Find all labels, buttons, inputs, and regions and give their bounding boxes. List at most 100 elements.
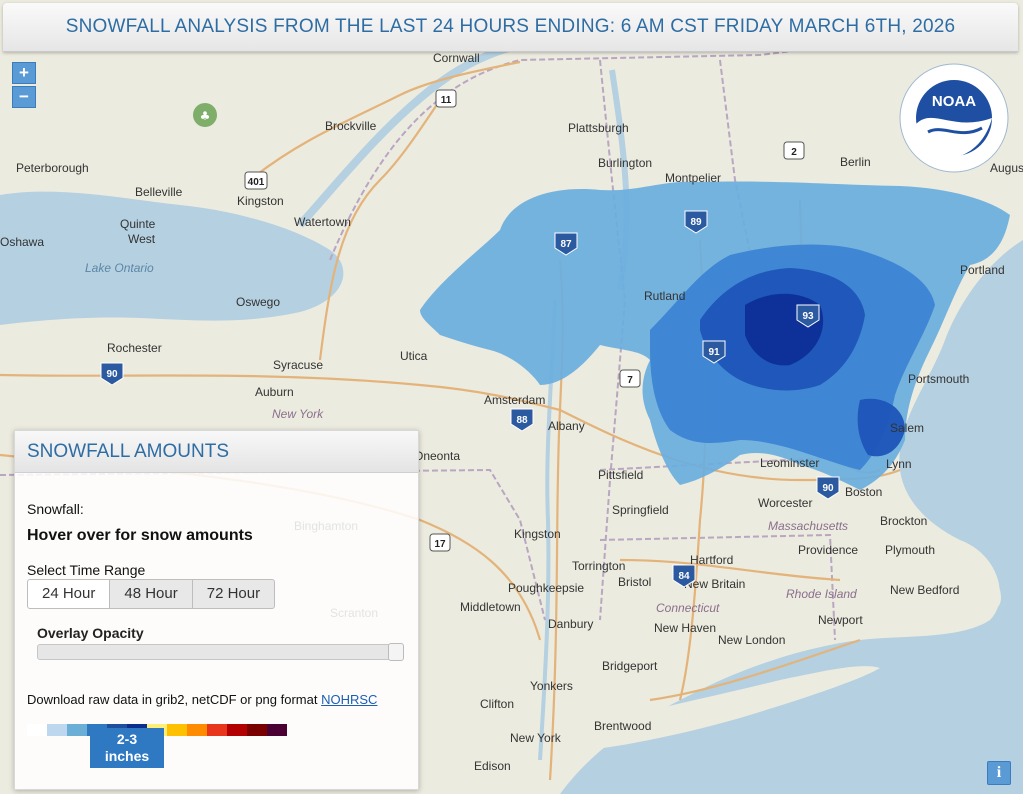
svg-text:93: 93	[802, 311, 814, 322]
time-range-label: Select Time Range	[27, 562, 146, 578]
svg-text:West: West	[128, 232, 156, 246]
svg-text:90: 90	[822, 483, 834, 494]
svg-text:Augusta: Augusta	[990, 161, 1023, 175]
svg-text:Rhode Island: Rhode Island	[786, 587, 857, 601]
long-island	[560, 666, 880, 752]
highway-shields: 11 401 87 89 93 91 7 88 90 84 17 2 90	[100, 89, 840, 588]
state-border-ma	[599, 454, 881, 471]
legend-swatch[interactable]	[47, 724, 67, 736]
svg-text:Brentwood: Brentwood	[594, 719, 651, 733]
svg-text:88: 88	[516, 415, 528, 426]
legend-tooltip-unit: inches	[104, 748, 150, 764]
svg-text:89: 89	[690, 217, 702, 228]
svg-text:Lake Ontario: Lake Ontario	[85, 261, 154, 275]
svg-text:Brockville: Brockville	[325, 119, 377, 133]
svg-text:Lynn: Lynn	[886, 457, 912, 471]
international-border	[329, 39, 881, 261]
zoom-out-button[interactable]: −	[12, 86, 36, 108]
svg-text:Peterborough: Peterborough	[16, 161, 89, 175]
svg-text:Yonkers: Yonkers	[530, 679, 573, 693]
svg-text:91: 91	[708, 347, 720, 358]
svg-text:Brockton: Brockton	[880, 514, 927, 528]
legend-swatch[interactable]	[247, 724, 267, 736]
legend-swatch[interactable]	[187, 724, 207, 736]
svg-text:Amsterdam: Amsterdam	[484, 393, 545, 407]
svg-text:Oshawa: Oshawa	[0, 235, 44, 249]
svg-text:Portsmouth: Portsmouth	[908, 372, 969, 386]
svg-text:Providence: Providence	[798, 543, 858, 557]
time-range-48-button[interactable]: 48 Hour	[109, 579, 193, 609]
svg-text:Danbury: Danbury	[548, 617, 593, 631]
snowfall-label: Snowfall:	[27, 501, 84, 517]
time-range-selector: 24 Hour 48 Hour 72 Hour	[27, 579, 276, 609]
legend-tooltip-range: 2-3	[116, 731, 138, 747]
svg-text:New Britain: New Britain	[684, 577, 745, 591]
time-range-24-button[interactable]: 24 Hour	[27, 579, 111, 609]
panel-title: SNOWFALL AMOUNTS	[15, 431, 418, 473]
noaa-logo-text: NOAA	[932, 93, 976, 110]
svg-text:Boston: Boston	[845, 485, 882, 499]
svg-text:♣: ♣	[200, 109, 211, 123]
svg-text:Montpelier: Montpelier	[665, 171, 721, 185]
noaa-logo: NOAA	[899, 63, 1009, 173]
svg-text:Cornwall: Cornwall	[433, 51, 480, 65]
snowfall-overlay	[420, 181, 1010, 491]
svg-text:Burlington: Burlington	[598, 156, 652, 170]
svg-text:Pittsfield: Pittsfield	[598, 468, 643, 482]
svg-text:New Haven: New Haven	[654, 621, 716, 635]
nohrsc-link[interactable]: NOHRSC	[321, 692, 378, 707]
info-button[interactable]: i	[987, 761, 1011, 785]
opacity-label: Overlay Opacity	[37, 625, 144, 641]
svg-text:Portland: Portland	[960, 263, 1005, 277]
svg-text:Massachusetts: Massachusetts	[768, 519, 848, 533]
legend-swatch[interactable]	[207, 724, 227, 736]
legend-swatch[interactable]	[67, 724, 87, 736]
legend-swatch[interactable]	[167, 724, 187, 736]
svg-text:Plattsburgh: Plattsburgh	[568, 121, 629, 135]
svg-text:Albany: Albany	[548, 419, 585, 433]
svg-text:Bridgeport: Bridgeport	[602, 659, 658, 673]
svg-text:New Bedford: New Bedford	[890, 583, 959, 597]
svg-text:Salem: Salem	[890, 421, 924, 435]
svg-text:Worcester: Worcester	[758, 496, 812, 510]
opacity-slider-handle[interactable]	[388, 643, 404, 661]
page-title: SNOWFALL ANALYSIS FROM THE LAST 24 HOURS…	[3, 3, 1018, 52]
zoom-in-button[interactable]: +	[12, 62, 36, 84]
svg-text:Newport: Newport	[818, 613, 863, 627]
legend-swatch[interactable]	[227, 724, 247, 736]
svg-text:Rochester: Rochester	[107, 341, 162, 355]
svg-text:Watertown: Watertown	[294, 215, 351, 229]
svg-text:Kingston: Kingston	[237, 194, 284, 208]
state-border-ct	[599, 533, 836, 641]
svg-text:Poughkeepsie: Poughkeepsie	[508, 581, 584, 595]
svg-text:Middletown: Middletown	[460, 600, 521, 614]
time-range-72-button[interactable]: 72 Hour	[191, 579, 276, 609]
svg-text:Auburn: Auburn	[255, 385, 294, 399]
svg-text:7: 7	[627, 375, 633, 386]
svg-text:Rutland: Rutland	[644, 289, 685, 303]
svg-text:Springfield: Springfield	[612, 503, 669, 517]
svg-text:Bristol: Bristol	[618, 575, 651, 589]
svg-text:Kingston: Kingston	[514, 527, 561, 541]
region-labels: Massachusetts Connecticut Rhode Island N…	[85, 261, 857, 615]
svg-text:Plymouth: Plymouth	[885, 543, 935, 557]
svg-text:New London: New London	[718, 633, 785, 647]
legend-swatch[interactable]	[267, 724, 287, 736]
atlantic-ocean	[560, 240, 1023, 794]
svg-text:11: 11	[441, 95, 452, 106]
svg-text:Connecticut: Connecticut	[656, 601, 720, 615]
hover-instructions: Hover over for snow amounts	[27, 527, 253, 544]
opacity-slider[interactable]	[37, 643, 404, 661]
svg-text:401: 401	[248, 177, 265, 188]
svg-text:17: 17	[434, 539, 446, 550]
legend-swatch[interactable]	[27, 724, 47, 736]
svg-text:Hartford: Hartford	[690, 553, 733, 567]
svg-text:Belleville: Belleville	[135, 185, 183, 199]
download-text: Download raw data in grib2, netCDF or pn…	[27, 692, 318, 707]
svg-text:New York: New York	[272, 407, 324, 421]
lake-ontario	[0, 191, 344, 325]
svg-text:Syracuse: Syracuse	[273, 358, 323, 372]
maple-leaf-icon: ♣	[193, 103, 217, 127]
svg-text:Oneonta: Oneonta	[414, 449, 460, 463]
